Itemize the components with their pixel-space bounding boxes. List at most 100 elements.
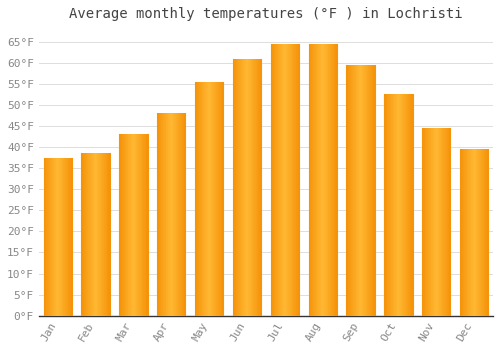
Bar [220,82,221,316]
Bar [124,134,125,316]
Bar [285,44,286,316]
Bar [326,44,327,316]
Bar [98,153,99,316]
Bar [212,82,214,316]
Bar [294,44,295,316]
Bar [250,58,252,316]
Bar [59,158,60,316]
Bar [197,82,198,316]
Bar [125,134,126,316]
Bar [245,58,246,316]
Bar [86,153,87,316]
Bar [68,158,69,316]
Bar [168,113,169,316]
Bar [404,94,405,316]
Bar [287,44,288,316]
Bar [176,113,177,316]
Bar [349,65,350,316]
Bar [145,134,146,316]
Bar [397,94,398,316]
Bar [185,113,186,316]
Bar [348,65,349,316]
Bar [259,58,260,316]
Bar [286,44,287,316]
Bar [440,128,441,316]
Bar [274,44,275,316]
Bar [308,44,309,316]
Bar [44,158,45,316]
Bar [353,65,354,316]
Bar [85,153,86,316]
Bar [296,44,297,316]
Bar [478,149,479,316]
Bar [104,153,105,316]
Bar [439,128,440,316]
Bar [438,128,439,316]
Bar [97,153,98,316]
Bar [83,153,84,316]
Bar [235,58,236,316]
Bar [474,149,475,316]
Bar [467,149,468,316]
Bar [46,158,47,316]
Bar [159,113,160,316]
Bar [167,113,168,316]
Bar [92,153,94,316]
Bar [365,65,366,316]
Bar [244,58,245,316]
Bar [395,94,396,316]
Bar [100,153,102,316]
Bar [127,134,128,316]
Bar [272,44,273,316]
Bar [122,134,123,316]
Bar [407,94,408,316]
Bar [385,94,386,316]
Bar [317,44,318,316]
Bar [481,149,482,316]
Bar [282,44,284,316]
Bar [328,44,329,316]
Bar [384,94,385,316]
Bar [53,158,54,316]
Bar [310,44,312,316]
Bar [160,113,162,316]
Bar [126,134,127,316]
Bar [422,128,423,316]
Bar [358,65,359,316]
Bar [472,149,474,316]
Bar [71,158,72,316]
Bar [69,158,70,316]
Bar [172,113,174,316]
Bar [405,94,406,316]
Bar [177,113,178,316]
Bar [58,158,59,316]
Bar [432,128,434,316]
Bar [429,128,430,316]
Bar [449,128,450,316]
Bar [312,44,313,316]
Bar [318,44,319,316]
Bar [198,82,199,316]
Bar [102,153,104,316]
Bar [427,128,428,316]
Bar [204,82,205,316]
Bar [470,149,472,316]
Bar [469,149,470,316]
Bar [316,44,317,316]
Bar [132,134,134,316]
Bar [357,65,358,316]
Bar [441,128,442,316]
Bar [322,44,324,316]
Bar [199,82,200,316]
Bar [288,44,289,316]
Bar [475,149,476,316]
Bar [215,82,216,316]
Bar [195,82,196,316]
Bar [411,94,412,316]
Bar [54,158,55,316]
Bar [184,113,185,316]
Bar [88,153,89,316]
Bar [221,82,222,316]
Bar [355,65,356,316]
Bar [210,82,212,316]
